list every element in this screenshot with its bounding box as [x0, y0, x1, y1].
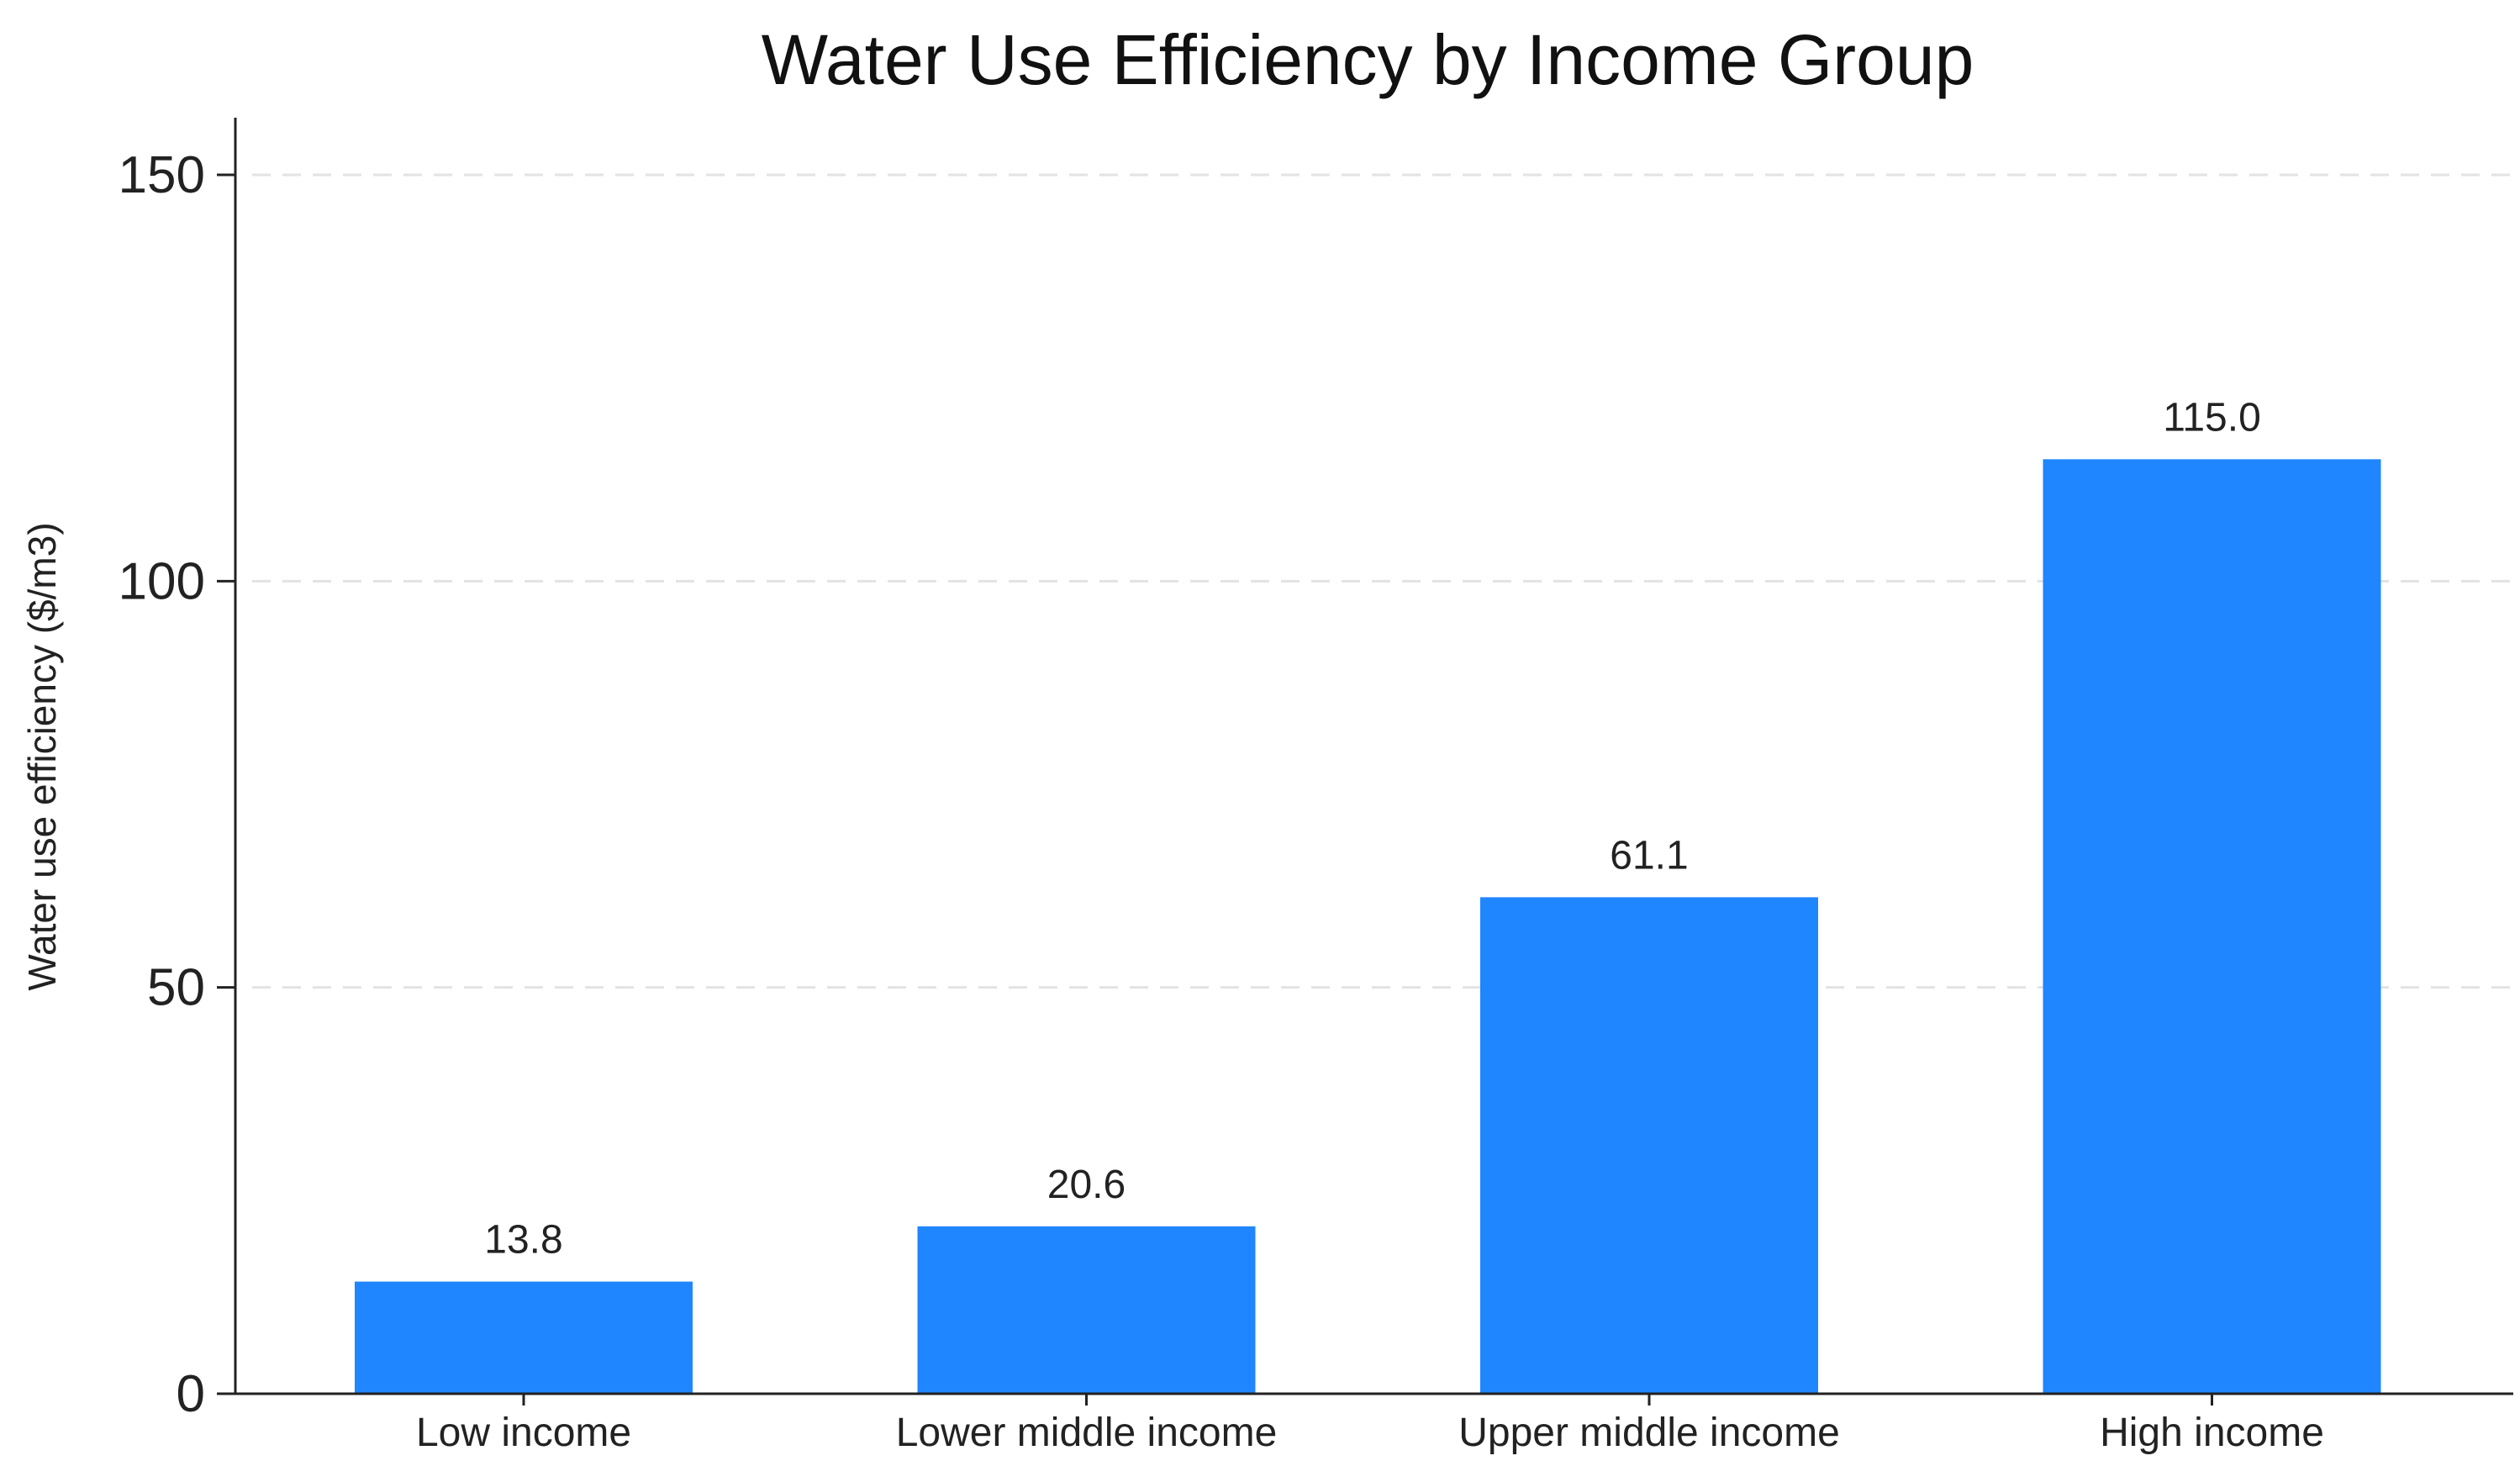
y-tick-label: 0	[177, 1365, 205, 1423]
bar-value-label: 61.1	[1610, 833, 1688, 878]
bar	[917, 1226, 1256, 1394]
bar-value-label: 13.8	[484, 1218, 562, 1263]
y-axis-ticks: 0 50 100 150	[119, 146, 235, 1423]
x-tick-label: Low income	[416, 1411, 631, 1455]
bar	[355, 1281, 693, 1394]
bar	[1480, 897, 1818, 1394]
bar-value-label: 20.6	[1047, 1163, 1126, 1207]
y-tick-label: 50	[147, 959, 205, 1017]
x-tick-label: Lower middle income	[896, 1411, 1278, 1455]
x-tick-label: High income	[2100, 1411, 2324, 1455]
bar	[2043, 459, 2381, 1395]
y-tick-label: 150	[119, 146, 205, 204]
bar-value-label: 115.0	[2163, 395, 2261, 440]
bars	[355, 459, 2381, 1395]
x-tick-label: Upper middle income	[1458, 1411, 1840, 1455]
y-axis-label: Water use efficiency ($/m3)	[20, 522, 64, 990]
chart-title: Water Use Efficiency by Income Group	[762, 20, 1974, 99]
bar-value-labels: 13.8 20.6 61.1 115.0	[484, 395, 2260, 1262]
x-axis-ticks: Low income Lower middle income Upper middl…	[416, 1394, 2324, 1455]
y-tick-label: 100	[119, 552, 205, 610]
axes	[217, 118, 2513, 1395]
